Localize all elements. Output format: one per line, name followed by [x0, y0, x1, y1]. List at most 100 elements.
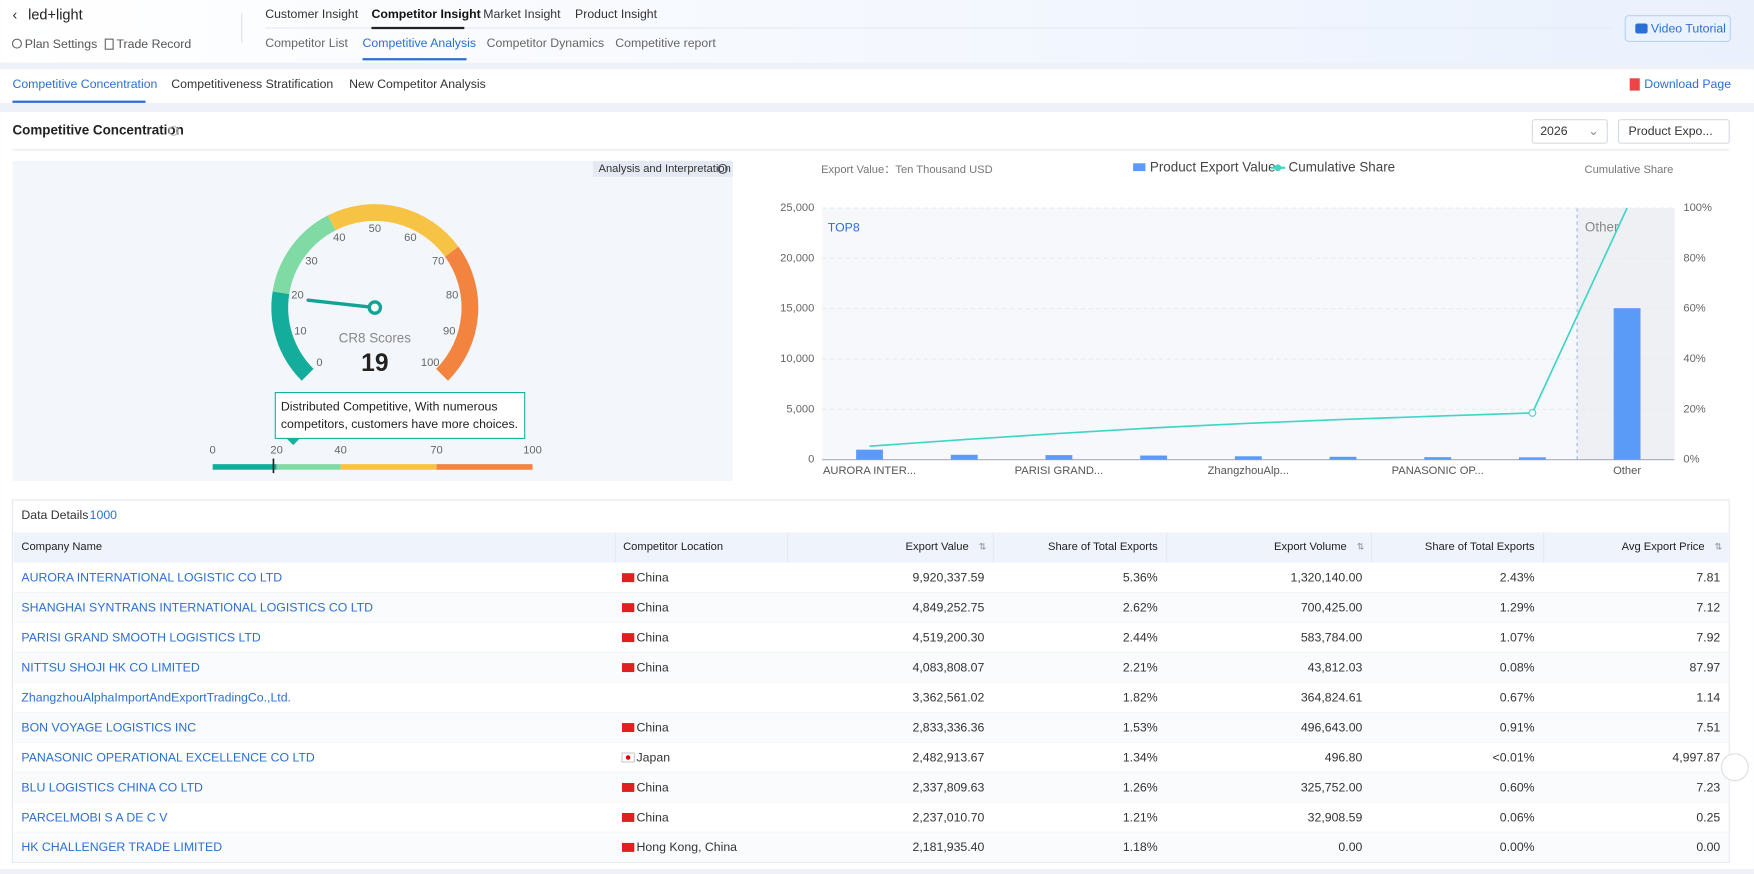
- gauge-arc: [327, 204, 459, 257]
- table-cell: 1.29%: [1500, 600, 1535, 614]
- bar: [1140, 455, 1168, 460]
- x-tick-label: PANASONIC OP...: [1392, 465, 1484, 477]
- scale-label: 70: [430, 445, 442, 457]
- year[interactable]: 2026: [1540, 124, 1568, 138]
- company-link[interactable]: PANASONIC OPERATIONAL EXCELLENCE CO LTD: [21, 750, 314, 764]
- table-cell: Hong Kong, China: [637, 840, 738, 854]
- table-cell: 3,362,561.02: [913, 690, 985, 704]
- company-link[interactable]: PARISI GRAND SMOOTH LOGISTICS LTD: [21, 630, 260, 644]
- y2-tick-label: 0%: [1683, 454, 1699, 466]
- bar: [1045, 455, 1073, 460]
- settings-icon: [11, 38, 22, 49]
- table-cell: 2,833,336.36: [913, 720, 985, 734]
- table-cell: 1,320,140.00: [1291, 570, 1363, 584]
- y2-tick-label: 20%: [1683, 403, 1705, 415]
- scale-segment: [340, 464, 437, 470]
- scale-label: 0: [210, 445, 216, 457]
- table-cell: 0.91%: [1500, 720, 1535, 734]
- table-cell: 1.07%: [1500, 630, 1535, 644]
- plan-settings[interactable]: Plan Settings: [25, 37, 97, 51]
- table-cell: 43,812.03: [1308, 660, 1363, 674]
- y-tick-label: 5,000: [786, 403, 814, 415]
- table-cell: 364,824.61: [1301, 690, 1363, 704]
- gauge-tick-label: 90: [443, 326, 455, 338]
- table-cell: 2,237,010.70: [913, 810, 985, 824]
- y-tick-label: 25,000: [780, 202, 814, 214]
- company-link[interactable]: HK CHALLENGER TRADE LIMITED: [21, 840, 222, 854]
- analysis-text[interactable]: Analysis and Interpretation: [599, 163, 731, 175]
- legend-label: Cumulative Share: [1289, 159, 1396, 174]
- table-row: [13, 802, 1729, 833]
- product-dropdown[interactable]: Product Expo...: [1629, 124, 1713, 138]
- product-select[interactable]: [1617, 119, 1730, 144]
- y-axis-label: Export Value：Ten Thousand USD: [821, 164, 993, 176]
- video-button[interactable]: [1624, 15, 1731, 42]
- gauge-needle: [306, 298, 377, 310]
- sub-tab[interactable]: Competitor List: [265, 36, 348, 50]
- column-header: Export Value: [906, 541, 969, 553]
- main-tab[interactable]: Customer Insight: [265, 7, 359, 21]
- table-cell: 496.80: [1325, 750, 1363, 764]
- info-icon: [717, 163, 728, 174]
- float-button[interactable]: [1720, 753, 1749, 782]
- video-text[interactable]: Video Tutorial: [1651, 21, 1726, 35]
- table-row: [13, 622, 1729, 653]
- table-row: [13, 712, 1729, 743]
- trade-record[interactable]: Trade Record: [116, 37, 191, 51]
- table-cell: China: [637, 780, 669, 794]
- gauge-arc: [271, 291, 314, 381]
- project-title: led+light: [28, 8, 82, 24]
- company-link[interactable]: BON VOYAGE LOGISTICS INC: [21, 720, 196, 734]
- table-cell: China: [637, 720, 669, 734]
- sub-tab[interactable]: Competitive report: [615, 36, 716, 50]
- table-cell: Japan: [637, 750, 671, 764]
- year-select[interactable]: [1531, 119, 1608, 144]
- table-row: [13, 742, 1729, 773]
- flag: [622, 663, 635, 673]
- company-link[interactable]: BLU LOGISTICS CHINA CO LTD: [21, 780, 203, 794]
- company-link[interactable]: AURORA INTERNATIONAL LOGISTIC CO LTD: [21, 570, 282, 584]
- gauge-tick-label: 30: [305, 255, 317, 267]
- bar: [1234, 456, 1262, 460]
- main-tab[interactable]: Competitor Insight: [371, 7, 480, 21]
- sub-tab[interactable]: Competitive Analysis: [363, 36, 476, 50]
- sort-icon: ⇅: [1357, 541, 1364, 551]
- sort-icon: ⇅: [979, 541, 987, 551]
- table-cell: 700,425.00: [1301, 600, 1363, 614]
- scale-segment: [212, 464, 277, 470]
- table-cell: 7.51: [1696, 720, 1720, 734]
- company-link[interactable]: SHANGHAI SYNTRANS INTERNATIONAL LOGISTIC…: [21, 600, 373, 614]
- tab[interactable]: Competitive Concentration: [12, 77, 157, 91]
- sub-tab[interactable]: Competitor Dynamics: [487, 36, 605, 50]
- table-count: 1000: [90, 508, 118, 522]
- table-cell: 0.08%: [1500, 660, 1535, 674]
- table-cell: 0.60%: [1500, 780, 1535, 794]
- gauge-arc: [435, 246, 479, 381]
- top-bar: [0, 0, 1754, 63]
- sort-icon: ⇅: [1715, 541, 1722, 551]
- analysis-button[interactable]: [592, 161, 733, 177]
- table-cell: 2,482,913.67: [913, 750, 985, 764]
- table-cell: 2.43%: [1500, 570, 1535, 584]
- table-cell: 1.14: [1696, 690, 1720, 704]
- x-tick-label: ZhangzhouAlp...: [1208, 465, 1289, 477]
- download[interactable]: Download Page: [1644, 77, 1731, 91]
- flag: [625, 755, 631, 760]
- x-tick-label: PARISI GRAND...: [1015, 465, 1104, 477]
- table-cell: China: [637, 660, 669, 674]
- tab[interactable]: New Competitor Analysis: [349, 77, 486, 91]
- table-cell: 1.82%: [1123, 690, 1158, 704]
- company-link[interactable]: ZhangzhouAlphaImportAndExportTradingCo.,…: [21, 690, 291, 704]
- table-cell: 4,519,200.30: [913, 630, 985, 644]
- company-link[interactable]: NITTSU SHOJI HK CO LIMITED: [21, 660, 199, 674]
- line-point: [1528, 408, 1537, 417]
- company-link[interactable]: PARCELMOBI S A DE C V: [21, 810, 168, 824]
- main-tab[interactable]: Market Insight: [483, 7, 561, 21]
- back-icon[interactable]: ‹: [12, 8, 17, 24]
- flag: [622, 573, 635, 583]
- table-cell: <0.01%: [1493, 750, 1535, 764]
- scale-segment: [276, 464, 341, 470]
- gauge-tick-label: 60: [404, 232, 416, 244]
- main-tab[interactable]: Product Insight: [575, 7, 658, 21]
- tab[interactable]: Competitiveness Stratification: [171, 77, 333, 91]
